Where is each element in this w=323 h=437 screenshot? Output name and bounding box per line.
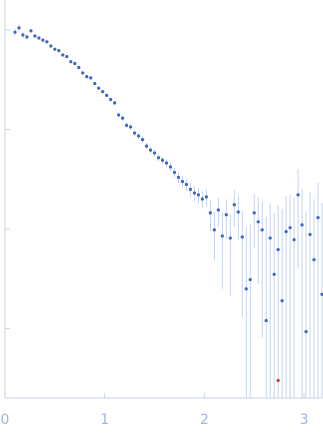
data-point [148,148,153,152]
data-point [156,156,161,160]
data-point [117,113,121,117]
data-point [168,165,173,169]
data-point [45,40,49,44]
data-point [320,292,323,296]
data-point [144,144,149,148]
x-tick-label: 1 [100,412,109,428]
x-tick-label: 0 [1,412,10,428]
data-point [184,182,189,187]
data-point [25,35,29,39]
data-point [17,26,21,30]
data-point [300,223,304,227]
data-point [85,74,89,79]
data-point [224,213,228,217]
data-point [53,47,57,51]
data-point [21,33,25,37]
x-tick-label: 2 [200,412,209,428]
data-point [172,170,177,175]
data-point [136,134,141,138]
data-point [81,71,85,75]
outlier-point [276,378,280,383]
data-point [93,81,97,86]
data-point [216,208,220,212]
data-point [132,131,137,135]
data-point [288,226,292,230]
data-point [164,161,169,165]
data-point [89,76,93,80]
data-point [248,277,252,282]
data-point [176,175,181,179]
data-point [204,195,208,199]
data-point [188,187,193,191]
data-point [228,236,232,240]
data-point [312,258,316,262]
data-point [129,125,133,129]
data-point [304,329,308,334]
data-point [49,44,53,48]
data-point [296,193,300,197]
data-point [264,318,268,323]
data-point [208,211,212,215]
data-point [232,203,236,207]
data-point [109,97,113,102]
data-point [268,236,272,240]
data-point [244,287,248,291]
data-point [200,197,204,201]
data-point [105,93,109,97]
data-point [160,158,165,162]
data-point [41,38,45,42]
data-point [272,272,276,276]
data-point [33,34,37,38]
data-point [65,54,69,59]
data-point [220,234,224,238]
data-point [77,65,81,70]
data-point [61,53,65,57]
data-point [180,179,185,184]
data-point [101,90,105,94]
data-point [140,138,145,142]
data-point [256,220,260,224]
data-point [252,211,256,215]
data-point [69,60,73,64]
data-point [212,228,216,232]
data-point [97,86,101,90]
data-point [37,36,41,40]
data-point [192,191,197,195]
data-point [73,61,77,66]
data-point [29,29,33,33]
data-point [292,238,296,242]
data-point [125,123,129,127]
data-point [260,228,264,232]
data-point [240,235,244,239]
data-point [284,230,288,234]
data-point [280,299,284,303]
data-point [13,30,17,34]
data-point [57,49,61,53]
data-point [196,193,200,197]
data-point [316,216,320,220]
data-point [308,232,312,237]
data-point [276,248,280,252]
data-point [152,151,157,155]
data-point [236,210,240,214]
data-point [113,101,117,105]
data-point [121,116,125,120]
x-tick-label: 3 [300,412,309,428]
